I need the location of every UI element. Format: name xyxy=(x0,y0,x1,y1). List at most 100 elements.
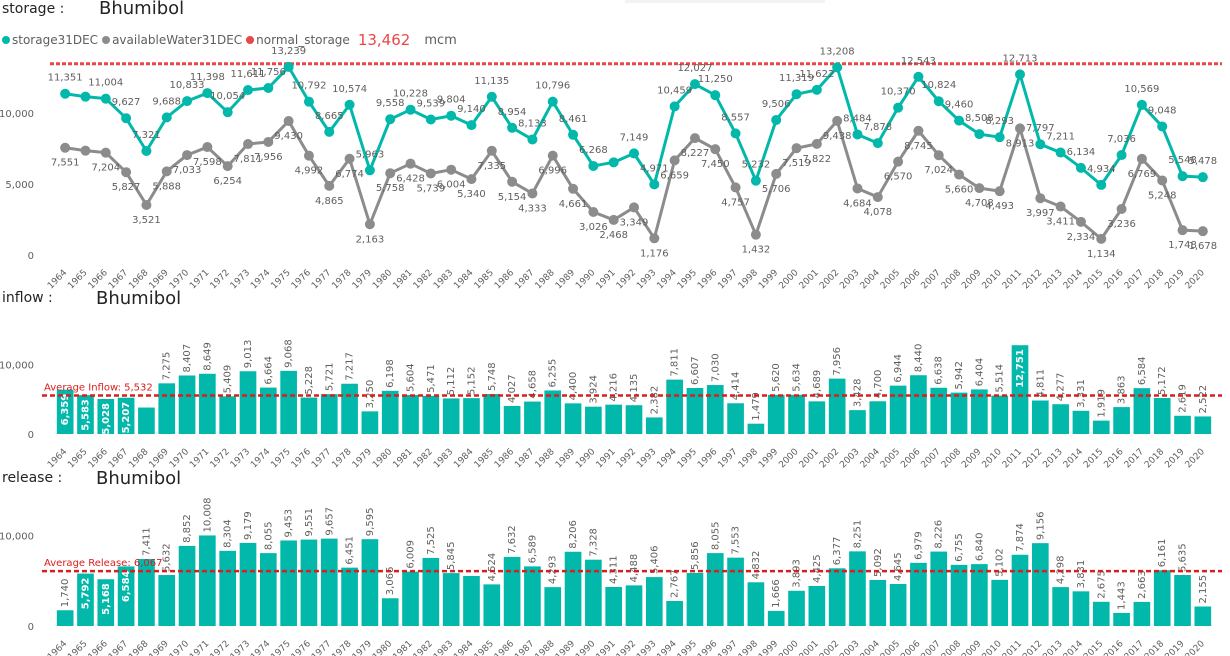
data-point-availableWater31DEC xyxy=(405,158,416,169)
data-point-availableWater31DEC xyxy=(730,182,741,193)
data-point-storage31DEC xyxy=(852,129,863,140)
release-xtick-label: 1988 xyxy=(534,639,557,656)
inflow-bar xyxy=(199,373,216,434)
inflow-data-label: 12,751 xyxy=(1015,349,1026,388)
release-data-label: 5,102 xyxy=(995,548,1006,577)
release-bar xyxy=(280,540,297,626)
data-label-storage31DEC: 10,833 xyxy=(170,80,205,91)
release-bar xyxy=(991,579,1009,626)
release-data-label: 9,156 xyxy=(1035,512,1046,541)
data-point-availableWater31DEC xyxy=(649,233,660,244)
release-bar xyxy=(259,553,277,626)
data-point-storage31DEC xyxy=(608,157,619,168)
data-point-storage31DEC xyxy=(1015,69,1025,80)
legend-dot-red-icon xyxy=(246,36,255,44)
data-point-storage31DEC xyxy=(893,102,904,113)
inflow-data-label: 8,440 xyxy=(913,344,924,373)
data-label-availableWater31DEC: 7,204 xyxy=(91,163,120,174)
inflow-bar xyxy=(910,375,927,434)
data-point-storage31DEC xyxy=(1075,162,1086,173)
data-point-storage31DEC xyxy=(507,122,518,133)
inflow-data-label: 5,620 xyxy=(771,363,782,392)
inflow-chart-title: Bhumibol xyxy=(96,288,182,309)
data-point-storage31DEC xyxy=(811,84,822,95)
data-point-storage31DEC xyxy=(405,104,416,115)
release-data-label: 6,755 xyxy=(954,533,965,562)
data-label-availableWater31DEC: 8,913 xyxy=(1006,138,1035,149)
legend-item-normal-storage[interactable]: normal_storage xyxy=(246,33,350,47)
data-label-storage31DEC: 8,293 xyxy=(985,116,1014,127)
data-point-storage31DEC xyxy=(933,96,944,107)
data-point-availableWater31DEC xyxy=(1055,201,1066,212)
data-label-storage31DEC: 11,756 xyxy=(251,67,286,78)
release-data-label: 6,009 xyxy=(406,540,417,569)
release-bar xyxy=(828,568,846,626)
inflow-bar xyxy=(666,379,683,434)
release-bar xyxy=(585,559,602,626)
data-point-availableWater31DEC xyxy=(1197,226,1208,237)
inflow-bar xyxy=(564,403,582,434)
data-label-availableWater31DEC: 4,757 xyxy=(721,197,750,208)
inflow-data-label: 4,027 xyxy=(507,374,518,403)
inflow-data-label: 9,068 xyxy=(284,339,295,368)
legend-item-storage31dec[interactable]: storage31DEC xyxy=(2,33,98,47)
release-bar xyxy=(77,573,94,626)
release-bar xyxy=(300,539,318,626)
release-data-label: 7,874 xyxy=(1015,523,1026,552)
inflow-data-label: 5,152 xyxy=(466,366,477,395)
release-bar xyxy=(767,610,785,626)
inflow-bar xyxy=(828,378,846,434)
release-xtick-label: 1975 xyxy=(269,639,292,656)
data-point-storage31DEC xyxy=(243,85,253,96)
release-xtick-label: 1994 xyxy=(655,639,678,656)
inflow-bar xyxy=(605,404,623,434)
release-bar xyxy=(1133,601,1151,626)
data-label-storage31DEC: 7,149 xyxy=(620,132,649,143)
inflow-data-label: 5,942 xyxy=(954,361,965,390)
release-xtick-label: 1983 xyxy=(432,639,455,656)
release-xtick-label: 1970 xyxy=(168,639,191,656)
release-bar xyxy=(442,573,460,626)
data-point-availableWater31DEC xyxy=(364,219,375,230)
release-xtick-label: 1997 xyxy=(716,639,739,656)
release-bar xyxy=(524,566,541,626)
release-xtick-label: 2008 xyxy=(940,639,963,656)
data-label-availableWater31DEC: 7,519 xyxy=(782,158,811,169)
release-xtick-label: 2005 xyxy=(879,639,902,656)
inflow-data-label: 9,013 xyxy=(243,340,254,369)
data-label-availableWater31DEC: 5,888 xyxy=(152,181,181,192)
data-point-storage31DEC xyxy=(1177,171,1188,182)
data-label-availableWater31DEC: 7,024 xyxy=(924,165,953,176)
data-point-availableWater31DEC xyxy=(121,167,132,178)
release-data-label: 5,092 xyxy=(873,548,884,577)
inflow-data-label: 5,514 xyxy=(995,364,1006,393)
release-data-label: 8,206 xyxy=(568,520,579,549)
inflow-bar xyxy=(706,385,724,434)
data-point-availableWater31DEC xyxy=(547,150,558,161)
release-xtick-label: 2003 xyxy=(838,639,861,656)
release-data-label: 4,524 xyxy=(487,553,498,582)
legend-label-availablewater31dec: availableWater31DEC xyxy=(112,33,243,47)
data-point-storage31DEC xyxy=(263,82,274,93)
legend-item-availablewater31dec[interactable]: availableWater31DEC xyxy=(102,33,242,47)
inflow-bar xyxy=(341,383,358,434)
data-point-availableWater31DEC xyxy=(974,183,985,194)
data-point-availableWater31DEC xyxy=(913,125,924,136)
inflow-data-label: 3,924 xyxy=(588,375,599,404)
inflow-data-label: 1,919 xyxy=(1096,389,1107,418)
data-label-storage31DEC: 5,478 xyxy=(1189,156,1218,167)
data-label-availableWater31DEC: 1,678 xyxy=(1189,241,1218,252)
data-point-availableWater31DEC xyxy=(324,180,335,191)
data-label-availableWater31DEC: 5,739 xyxy=(417,183,446,194)
data-point-storage31DEC xyxy=(588,160,599,171)
data-point-availableWater31DEC xyxy=(303,150,314,161)
data-label-storage31DEC: 10,574 xyxy=(332,84,367,95)
release-bar xyxy=(422,557,440,626)
data-point-availableWater31DEC xyxy=(954,169,965,180)
inflow-ytick-label: 10,000 xyxy=(0,360,34,371)
data-point-storage31DEC xyxy=(629,148,639,159)
release-data-label: 4,293 xyxy=(548,556,559,585)
release-average-label: Average Release: 6,067 xyxy=(44,558,163,569)
data-label-storage31DEC: 10,054 xyxy=(210,91,245,102)
inflow-bar-chart: 010,000196419651966196719681969197019711… xyxy=(0,339,1222,470)
